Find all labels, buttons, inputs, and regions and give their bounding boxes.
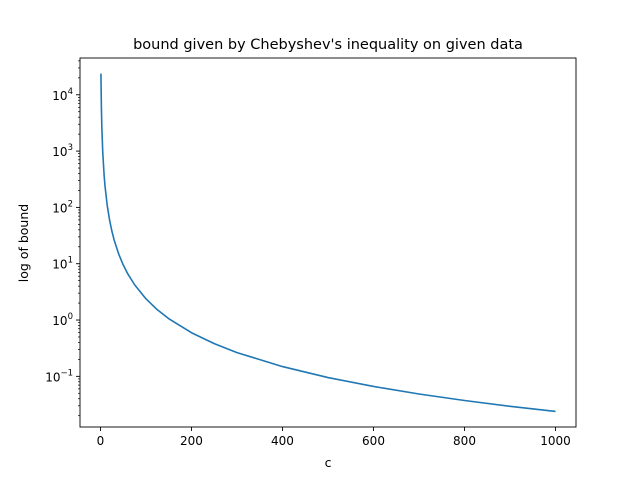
- x-tick-label: 400: [271, 434, 294, 448]
- chart-title: bound given by Chebyshev's inequality on…: [133, 37, 523, 53]
- x-axis-ticks: 0 200 400 600 800 1000: [97, 427, 571, 448]
- y-tick-label: 10−1: [45, 368, 73, 384]
- y-tick-base: 10: [52, 314, 67, 328]
- y-tick-base: 10: [52, 89, 67, 103]
- plot-area: [100, 73, 556, 413]
- y-tick-exponent: 3: [68, 143, 73, 153]
- x-tick-label: 1000: [540, 434, 571, 448]
- y-tick-base: 10: [52, 145, 67, 159]
- y-tick-label: 103: [52, 143, 73, 159]
- y-tick-label: 104: [52, 87, 73, 103]
- y-tick-label: 100: [52, 312, 73, 328]
- series-line-0: [100, 73, 556, 413]
- x-tick-label: 600: [362, 434, 385, 448]
- y-tick-exponent: 0: [68, 312, 73, 322]
- y-tick-exponent: 4: [68, 87, 73, 97]
- y-tick-base: 10: [52, 201, 67, 215]
- y-tick-base: 10: [45, 370, 60, 384]
- y-tick-label: 102: [52, 199, 73, 215]
- x-tick-label: 0: [97, 434, 105, 448]
- x-tick-label: 800: [453, 434, 476, 448]
- y-tick-exponent: 1: [68, 256, 73, 266]
- y-tick-exponent: 2: [68, 199, 73, 209]
- axes-frame: [79, 57, 577, 428]
- y-tick-base: 10: [52, 258, 67, 272]
- x-tick-label: 200: [180, 434, 203, 448]
- y-axis-label: log of bound: [16, 204, 31, 282]
- x-axis-label: c: [325, 455, 332, 470]
- y-tick-label: 101: [52, 256, 73, 272]
- y-tick-exponent: −1: [60, 368, 73, 378]
